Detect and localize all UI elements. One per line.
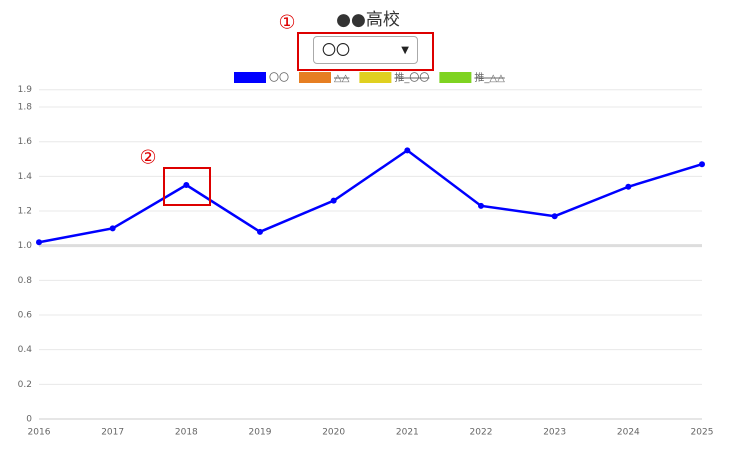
point: [404, 147, 411, 154]
legend-swatch: [299, 72, 331, 83]
line: [38, 148, 703, 244]
point: [551, 213, 558, 220]
dropdown[interactable]: 〇〇 ▼: [313, 36, 418, 64]
y-tick-label: 1.9: [18, 85, 33, 95]
page-title: ●●高校: [336, 10, 400, 30]
x-tick-label: 2024: [617, 428, 640, 438]
x-tick-label: 2025: [691, 428, 714, 438]
x-tick-label: 2017: [101, 428, 124, 438]
x-tick-label: 2023: [543, 428, 566, 438]
x-tick-label: 2018: [175, 428, 198, 438]
y-tick-label: 0.6: [18, 311, 33, 321]
legend-swatch: [439, 72, 472, 83]
annotation-label: ①: [278, 12, 295, 34]
y-tick-label: 1.8: [18, 103, 33, 113]
y-tick-label: 0.2: [18, 380, 32, 390]
dropdown-value: 〇〇: [322, 43, 350, 59]
x-tick-label: 2016: [28, 428, 51, 438]
x-tick-label: 2020: [322, 428, 345, 438]
dropdown-arrow: ▼: [401, 44, 409, 56]
y-tick-label: 0.8: [18, 276, 33, 286]
legend-swatch: [234, 72, 266, 83]
x-tick-label: 2021: [396, 428, 419, 438]
point: [330, 197, 337, 204]
annotation-box: [297, 32, 434, 71]
annotation-label: ②: [139, 147, 156, 169]
y-tick-label: 0: [26, 415, 32, 425]
point: [625, 183, 632, 190]
point: [699, 161, 705, 168]
point: [257, 228, 263, 235]
y-tick-label: 1.0: [18, 241, 33, 251]
x-tick-label: 2019: [249, 428, 272, 438]
y-tick-label: 1.4: [18, 172, 33, 182]
legend-swatch: [359, 72, 392, 83]
point: [478, 202, 484, 209]
legend-label: 〇〇: [269, 72, 289, 84]
y-tick-label: 1.6: [18, 137, 33, 147]
point: [109, 225, 116, 232]
y-tick-label: 0.4: [18, 345, 33, 355]
y-tick-label: 1.2: [18, 207, 32, 217]
point: [183, 182, 190, 189]
x-tick-label: 2022: [470, 428, 493, 438]
point: [36, 239, 42, 246]
annotation-box: [163, 167, 211, 206]
